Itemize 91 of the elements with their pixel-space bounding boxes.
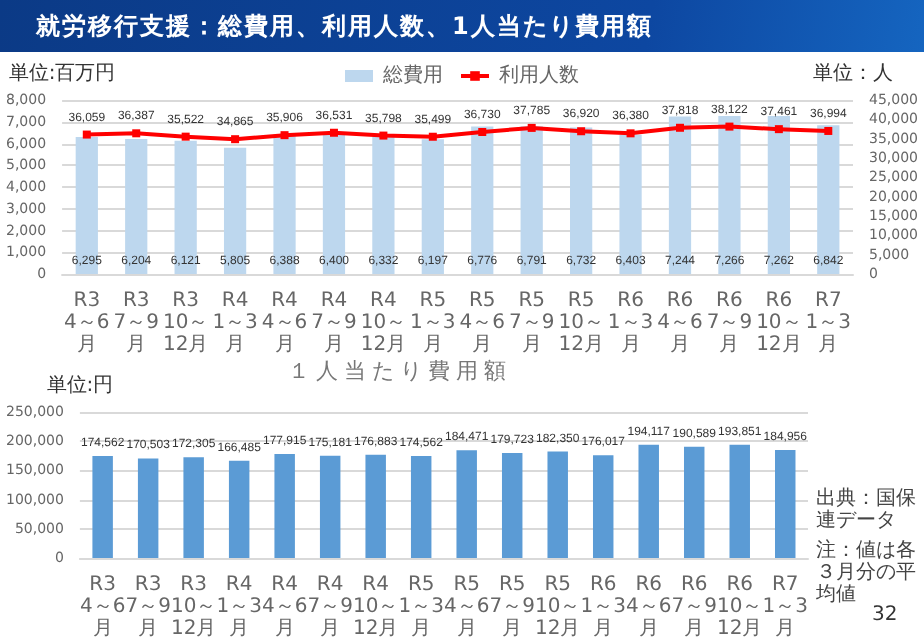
point <box>231 135 240 144</box>
x-tick-label: R7 1～3月 <box>805 290 852 356</box>
bar <box>273 135 296 274</box>
bar <box>729 444 750 558</box>
bar <box>718 115 741 274</box>
bar <box>125 139 148 274</box>
x-tick-label: R3 4～6月 <box>64 290 110 356</box>
source-note: 出典：国保連データ <box>816 488 918 532</box>
chart-title: 就労移行支援：総費用、利用人数、1人当たり費用額 <box>36 9 653 43</box>
bar <box>92 456 113 558</box>
x-tick-label: R5 10～12月 <box>534 574 581 640</box>
x-tick-label: R4 7～9月 <box>307 574 353 640</box>
bar <box>570 127 593 274</box>
x-tick-label: R6 1～3月 <box>580 574 626 640</box>
x-tick-label: R3 7～9月 <box>113 290 159 356</box>
point <box>774 125 783 134</box>
x-tick-label: R3 7～9月 <box>125 574 171 640</box>
point <box>280 131 289 140</box>
y-axis-title: 単位:百万円 <box>8 61 116 85</box>
x-tick-label: R4 4～6月 <box>261 290 308 356</box>
point <box>824 126 833 135</box>
bar <box>638 444 659 558</box>
bar <box>223 147 247 274</box>
bar <box>365 454 386 558</box>
bar <box>619 134 642 274</box>
x-tick-label: R6 7～9月 <box>671 574 717 640</box>
text: 32 <box>872 604 900 626</box>
point <box>676 123 684 132</box>
point <box>577 127 586 136</box>
x-tick-label: R4 10～12月 <box>352 574 399 640</box>
bar <box>319 455 341 558</box>
x-tick-label: R5 1～3月 <box>410 290 456 356</box>
bar <box>775 449 796 558</box>
x-tick-label: R3 4～6月 <box>79 574 126 640</box>
bar <box>592 455 614 558</box>
chart-title: １人当たり費用額 <box>288 358 512 384</box>
point <box>428 132 437 141</box>
point <box>527 123 536 132</box>
bar <box>817 125 840 274</box>
header-banner: 就労移行支援：総費用、利用人数、1人当たり費用額 <box>0 0 924 52</box>
x-tick-label: R7 1～3月 <box>762 574 808 640</box>
x-tick-label: R6 10～12月 <box>756 290 802 356</box>
x-tick-label: R4 7～9月 <box>311 290 357 356</box>
x-tick-label: R5 7～9月 <box>508 290 555 356</box>
y-axis-title: 単位:円 <box>46 373 114 397</box>
x-tick-label: R3 10～12月 <box>162 290 209 356</box>
x-tick-label: R4 1～3月 <box>212 290 258 356</box>
point <box>132 129 141 138</box>
bar <box>683 446 705 558</box>
bar <box>372 136 395 274</box>
bar <box>174 140 197 274</box>
point <box>626 129 635 138</box>
x-tick-label: R6 1～3月 <box>607 290 654 356</box>
bar <box>547 451 568 558</box>
bar <box>456 450 477 558</box>
x-tick-label: R4 4～6月 <box>261 574 308 640</box>
x-tick-label: R6 10～12月 <box>717 574 763 640</box>
point <box>379 131 388 140</box>
x-tick-label: R5 4～6月 <box>459 290 505 356</box>
point <box>181 132 190 141</box>
bar <box>322 134 346 274</box>
bar <box>767 116 790 274</box>
x-tick-label: R5 10～12月 <box>558 290 604 356</box>
bar <box>228 460 250 558</box>
point <box>725 122 734 131</box>
x-tick-label: R5 7～9月 <box>489 574 535 640</box>
legend-label: 利用人数 <box>499 63 579 87</box>
point <box>329 128 338 137</box>
text: 注：値は各３月分の平均値 <box>816 540 918 606</box>
x-tick-label: R6 4～6月 <box>657 290 703 356</box>
bar <box>183 457 204 558</box>
point <box>478 127 487 136</box>
x-tick-label: R6 7～9月 <box>706 290 753 356</box>
bar <box>274 454 295 558</box>
x-tick-label: R3 10～12月 <box>170 574 217 640</box>
point <box>82 130 91 139</box>
y2-axis-title: 単位：人 <box>813 61 894 85</box>
x-tick-label: R5 4～6月 <box>443 574 490 640</box>
x-tick-label: R4 10～12月 <box>360 290 407 356</box>
bar <box>137 458 159 558</box>
x-tick-label: R5 1～3月 <box>398 574 444 640</box>
bar <box>410 456 432 558</box>
bar <box>520 126 543 274</box>
bar <box>668 116 692 274</box>
x-tick-label: R4 1～3月 <box>216 574 262 640</box>
bar <box>421 139 444 274</box>
x-tick-label: R6 4～6月 <box>625 574 672 640</box>
bar <box>471 126 494 274</box>
legend-label: 総費用 <box>381 63 443 87</box>
bar <box>75 137 98 274</box>
bar <box>501 453 523 558</box>
